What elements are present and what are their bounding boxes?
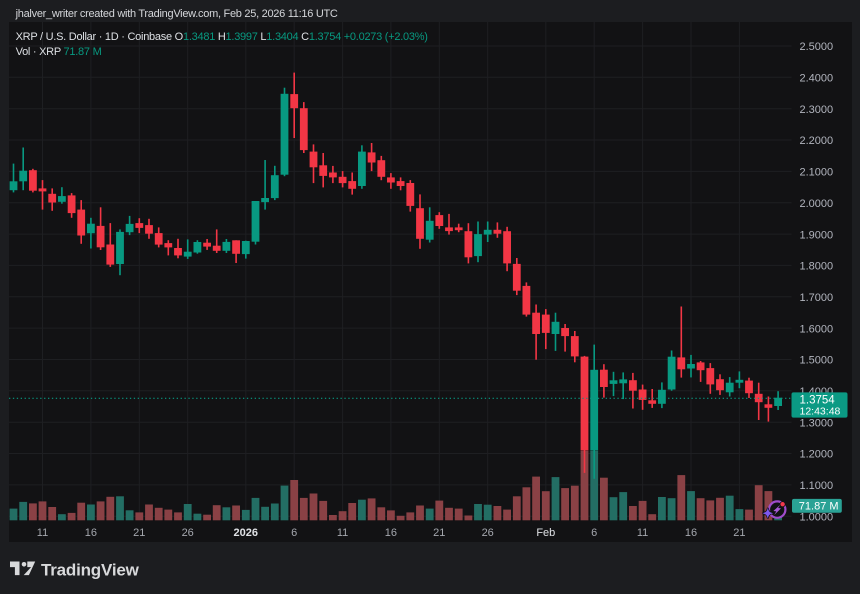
svg-text:21: 21 — [433, 527, 445, 539]
svg-text:11: 11 — [37, 527, 48, 539]
svg-text:26: 26 — [182, 527, 194, 539]
svg-text:2026: 2026 — [234, 527, 258, 539]
svg-text:1.5000: 1.5000 — [800, 355, 834, 367]
svg-text:2.3000: 2.3000 — [800, 104, 834, 116]
svg-text:1.3000: 1.3000 — [800, 417, 834, 429]
svg-text:1.3754: 1.3754 — [800, 394, 836, 406]
svg-text:26: 26 — [482, 527, 494, 539]
svg-text:2.0000: 2.0000 — [800, 198, 834, 210]
svg-text:6: 6 — [591, 527, 597, 539]
svg-text:1.0000: 1.0000 — [800, 511, 834, 523]
svg-text:6: 6 — [291, 527, 297, 539]
svg-text:16: 16 — [685, 527, 697, 539]
svg-text:Feb: Feb — [536, 527, 555, 539]
svg-text:2.5000: 2.5000 — [800, 41, 834, 53]
svg-text:2.1000: 2.1000 — [800, 167, 834, 179]
svg-text:12:43:48: 12:43:48 — [800, 406, 841, 418]
svg-text:2.4000: 2.4000 — [800, 73, 834, 85]
svg-text:21: 21 — [133, 527, 145, 539]
svg-text:16: 16 — [85, 527, 97, 539]
svg-text:16: 16 — [385, 527, 397, 539]
svg-text:TradingView: TradingView — [41, 561, 140, 580]
svg-text:2.2000: 2.2000 — [800, 135, 834, 147]
svg-text:11: 11 — [637, 527, 648, 539]
svg-text:1.2000: 1.2000 — [800, 449, 834, 461]
svg-text:1.6000: 1.6000 — [800, 323, 834, 335]
svg-text:1.7000: 1.7000 — [800, 292, 834, 304]
svg-text:1.1000: 1.1000 — [800, 480, 834, 492]
svg-text:1.9000: 1.9000 — [800, 229, 834, 241]
svg-text:11: 11 — [337, 527, 348, 539]
svg-text:1.8000: 1.8000 — [800, 261, 834, 273]
svg-text:71.87 M: 71.87 M — [799, 501, 839, 513]
svg-text:21: 21 — [733, 527, 745, 539]
